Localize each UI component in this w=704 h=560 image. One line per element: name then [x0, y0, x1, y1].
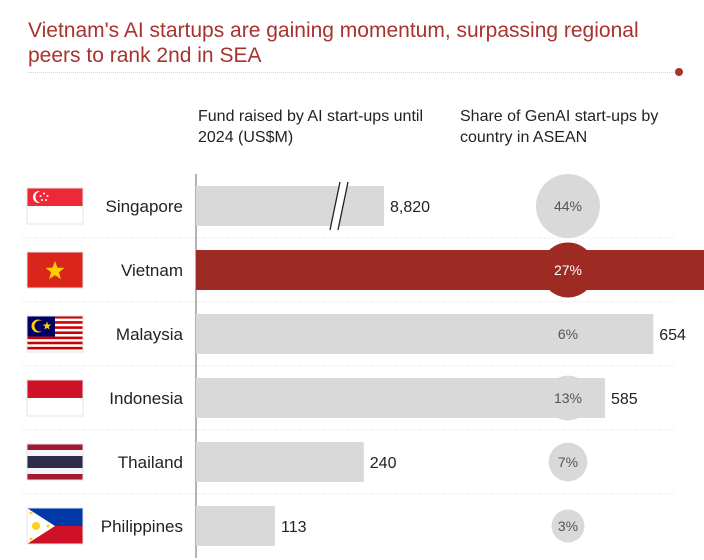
- singapore-flag-icon: [26, 187, 84, 225]
- bar-singapore: [196, 186, 384, 226]
- bar-indonesia: [196, 378, 605, 418]
- share-bubble-vietnam: [540, 242, 596, 298]
- share-value-label: 27%: [554, 262, 582, 278]
- share-bubble-malaysia: [549, 315, 587, 353]
- bar-value-label: 240: [370, 455, 397, 472]
- bar-vietnam: [196, 250, 704, 290]
- share-value-label: 13%: [554, 390, 582, 406]
- bar-value-label: 113: [281, 519, 307, 536]
- philippines-flag-icon: [26, 507, 84, 545]
- share-value-label: 7%: [558, 454, 578, 470]
- bar-thailand: [196, 442, 364, 482]
- axis-break-marker: [329, 181, 349, 231]
- country-label: Philippines: [101, 517, 183, 536]
- bar-value-label: 8,820: [390, 199, 430, 216]
- share-bubble-singapore: [536, 174, 600, 238]
- share-column-heading: Share of GenAI start-ups by country in A…: [460, 108, 659, 146]
- country-label: Thailand: [118, 453, 183, 472]
- share-bubble-indonesia: [545, 375, 591, 421]
- share-value-label: 6%: [558, 326, 578, 342]
- chart-title: Vietnam's AI startups are gaining moment…: [28, 19, 639, 67]
- malaysia-flag-icon: [26, 315, 84, 353]
- country-label: Vietnam: [121, 261, 183, 280]
- country-label: Indonesia: [109, 389, 183, 408]
- bar-philippines: [196, 506, 275, 546]
- share-value-label: 44%: [554, 198, 582, 214]
- fund-column-heading: Fund raised by AI start-ups until 2024 (…: [198, 108, 423, 146]
- bar-value-label: 654: [659, 327, 686, 344]
- bar-value-label: 585: [611, 391, 638, 408]
- vietnam-flag-icon: [26, 251, 84, 289]
- indonesia-flag-icon: [26, 379, 84, 417]
- share-bubble-philippines: [551, 509, 585, 543]
- share-value-label: 3%: [558, 518, 578, 534]
- country-label: Singapore: [105, 197, 183, 216]
- thailand-flag-icon: [26, 443, 84, 481]
- title-divider: [28, 72, 676, 73]
- country-label: Malaysia: [116, 325, 184, 344]
- share-bubble-thailand: [548, 442, 588, 482]
- title-accent-dot: [675, 68, 683, 76]
